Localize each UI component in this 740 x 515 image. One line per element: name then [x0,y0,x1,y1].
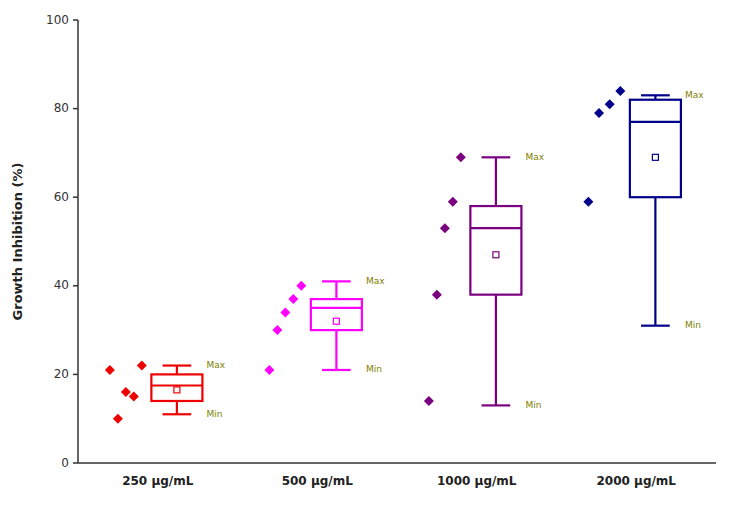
max-label: Max [206,360,225,370]
y-tick-label: 20 [54,367,69,381]
data-point [288,294,298,304]
data-point [583,197,593,207]
y-tick-label: 80 [54,101,69,115]
cap-high [322,280,351,282]
box [630,100,681,197]
y-tick [73,108,78,110]
box [470,206,521,295]
median [470,227,521,229]
y-tick-label: 0 [61,456,69,470]
whisker-high [495,157,497,206]
y-tick-label: 60 [54,190,69,204]
y-tick [73,285,78,287]
cap-high [641,94,670,96]
data-point [424,396,434,406]
median [151,384,202,386]
box-group [264,281,362,375]
data-point [137,361,147,371]
y-axis-line [77,20,79,463]
mean-marker [174,387,180,393]
data-point [615,86,625,96]
cap-high [163,364,192,366]
y-tick-label: 40 [54,278,69,292]
mean-marker [652,154,658,160]
data-point [121,387,131,397]
x-axis-line [78,462,716,464]
whisker-low [176,401,178,414]
mean-marker [493,252,499,258]
data-point [296,281,306,291]
x-tick-label: 2000 μg/mL [596,474,676,488]
min-label: Min [525,400,541,410]
plot-area [105,86,681,424]
min-label: Min [366,364,382,374]
whisker-high [335,281,337,299]
box-group [583,86,681,326]
y-tick-label: 100 [46,13,69,27]
labels: Max Min Max Min Max Min Max Min [206,90,704,419]
data-point [113,414,123,424]
chart-container: 0 20 40 60 80 100 Growth Inhibition (%) 250 μg/… [0,0,740,515]
x-tick-label: 500 μg/mL [282,474,354,488]
chart: 0 20 40 60 80 100 Growth Inhibition (%) 250 μg/… [0,0,740,515]
data-point [264,365,274,375]
data-point [456,152,466,162]
min-label: Min [685,320,701,330]
cap-low [322,369,351,371]
median [630,121,681,123]
y-tick [73,196,78,198]
cap-high [482,156,511,158]
data-point [272,325,282,335]
y-tick [73,374,78,376]
box-group [105,361,203,424]
max-label: Max [525,152,544,162]
y-axis-label: Growth Inhibition (%) [10,163,25,321]
mean-marker [333,318,339,324]
whisker-low [495,295,497,406]
box-group [424,152,522,406]
max-label: Max [366,276,385,286]
box [151,374,202,401]
data-point [105,365,115,375]
data-point [448,197,458,207]
min-label: Min [206,409,222,419]
whisker-low [654,197,656,325]
cap-low [163,413,192,415]
data-point [432,290,442,300]
data-point [594,108,604,118]
y-tick [73,462,78,464]
x-tick-label: 250 μg/mL [122,474,194,488]
data-point [440,223,450,233]
data-point [605,99,615,109]
cap-low [641,325,670,327]
whisker-low [335,330,337,370]
x-tick-label: 1000 μg/mL [437,474,517,488]
data-point [280,307,290,317]
median [311,307,362,309]
y-tick [73,19,78,21]
data-point [129,392,139,402]
max-label: Max [685,90,704,100]
cap-low [482,404,511,406]
whisker-high [176,366,178,375]
box [311,299,362,330]
